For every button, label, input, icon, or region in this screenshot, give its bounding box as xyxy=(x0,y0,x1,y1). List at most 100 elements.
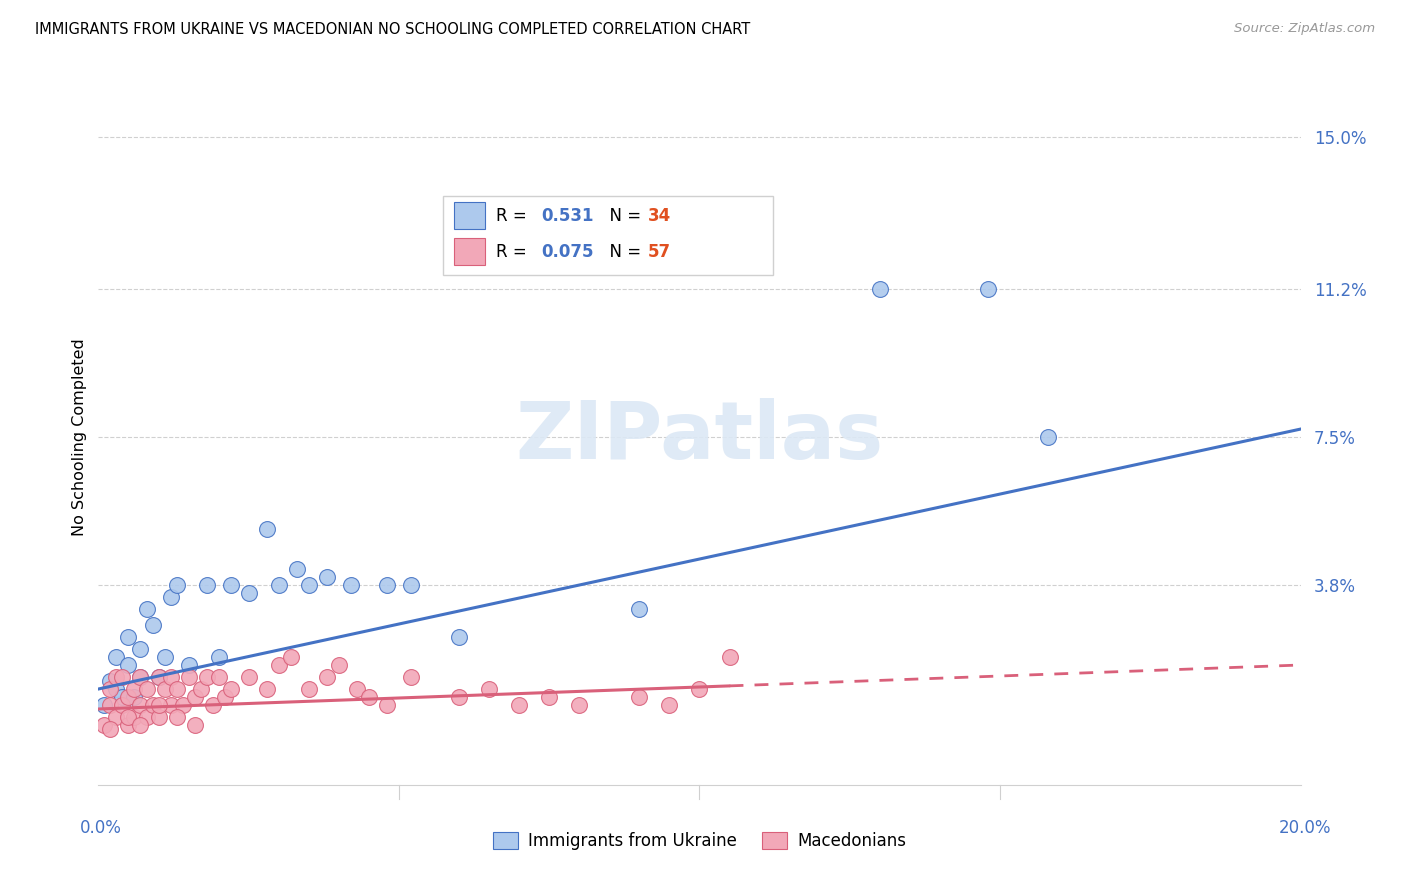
Text: R =: R = xyxy=(496,243,533,260)
Point xyxy=(117,630,139,644)
Point xyxy=(166,578,188,592)
Point xyxy=(447,690,470,704)
Point xyxy=(135,681,157,696)
Point xyxy=(100,681,122,696)
Point xyxy=(117,710,139,724)
Text: 34: 34 xyxy=(648,207,672,225)
Text: 0.075: 0.075 xyxy=(541,243,593,260)
Point xyxy=(375,578,398,592)
Point xyxy=(183,690,205,704)
Point xyxy=(340,578,363,592)
Point xyxy=(538,690,561,704)
Point xyxy=(219,681,242,696)
Point xyxy=(214,690,236,704)
Point xyxy=(100,698,122,712)
Point xyxy=(315,670,337,684)
Point xyxy=(328,658,350,673)
Point xyxy=(129,698,152,712)
Point xyxy=(148,710,170,724)
Point xyxy=(568,698,591,712)
Point xyxy=(117,718,139,732)
Point xyxy=(159,698,181,712)
Point xyxy=(238,670,260,684)
Point xyxy=(208,670,231,684)
Point xyxy=(177,658,200,673)
Point xyxy=(718,650,741,665)
Point xyxy=(1036,430,1059,444)
Text: ZIPatlas: ZIPatlas xyxy=(516,398,883,476)
Point xyxy=(129,670,152,684)
Point xyxy=(129,670,152,684)
Point xyxy=(256,681,278,696)
Point xyxy=(135,602,157,616)
Text: 0.531: 0.531 xyxy=(541,207,593,225)
Point xyxy=(177,670,200,684)
Point xyxy=(166,681,188,696)
Point xyxy=(135,710,157,724)
Text: IMMIGRANTS FROM UKRAINE VS MACEDONIAN NO SCHOOLING COMPLETED CORRELATION CHART: IMMIGRANTS FROM UKRAINE VS MACEDONIAN NO… xyxy=(35,22,751,37)
Point xyxy=(399,578,422,592)
Point xyxy=(111,690,134,704)
Point xyxy=(105,670,128,684)
Point xyxy=(100,722,122,736)
Point xyxy=(375,698,398,712)
Point xyxy=(190,681,212,696)
Point xyxy=(399,670,422,684)
Point xyxy=(124,690,146,704)
Point xyxy=(628,690,651,704)
Point xyxy=(285,562,308,576)
Point xyxy=(141,698,163,712)
Point xyxy=(977,282,1000,296)
Text: R =: R = xyxy=(496,207,533,225)
Point xyxy=(148,670,170,684)
Point xyxy=(93,718,115,732)
Point xyxy=(166,710,188,724)
Point xyxy=(172,698,194,712)
Point xyxy=(100,673,122,688)
Point xyxy=(124,710,146,724)
Point xyxy=(159,670,181,684)
Point xyxy=(628,602,651,616)
Point xyxy=(148,670,170,684)
Point xyxy=(153,681,176,696)
Text: N =: N = xyxy=(599,207,647,225)
Point xyxy=(159,590,181,604)
Point xyxy=(183,718,205,732)
Point xyxy=(280,650,302,665)
Point xyxy=(117,658,139,673)
Point xyxy=(93,698,115,712)
Text: Source: ZipAtlas.com: Source: ZipAtlas.com xyxy=(1234,22,1375,36)
Point xyxy=(256,522,278,536)
Point xyxy=(688,681,710,696)
Point xyxy=(478,681,501,696)
Point xyxy=(148,698,170,712)
Y-axis label: No Schooling Completed: No Schooling Completed xyxy=(72,338,87,536)
Point xyxy=(195,670,218,684)
Point xyxy=(447,630,470,644)
Point xyxy=(141,618,163,632)
Point xyxy=(219,578,242,592)
Point xyxy=(315,570,337,584)
Point xyxy=(111,670,134,684)
Point xyxy=(357,690,380,704)
Point xyxy=(129,642,152,657)
Point xyxy=(208,650,231,665)
Point xyxy=(238,586,260,600)
Point xyxy=(658,698,681,712)
Point xyxy=(195,578,218,592)
Point xyxy=(105,710,128,724)
Text: N =: N = xyxy=(599,243,647,260)
Point xyxy=(298,681,321,696)
Point xyxy=(153,650,176,665)
Point xyxy=(869,282,891,296)
Legend: Immigrants from Ukraine, Macedonians: Immigrants from Ukraine, Macedonians xyxy=(486,825,912,856)
Text: 57: 57 xyxy=(648,243,671,260)
Point xyxy=(117,690,139,704)
Point xyxy=(267,578,290,592)
Point xyxy=(267,658,290,673)
Text: 20.0%: 20.0% xyxy=(1278,819,1331,837)
Point xyxy=(111,698,134,712)
Point xyxy=(201,698,224,712)
Point xyxy=(346,681,368,696)
Point xyxy=(508,698,530,712)
